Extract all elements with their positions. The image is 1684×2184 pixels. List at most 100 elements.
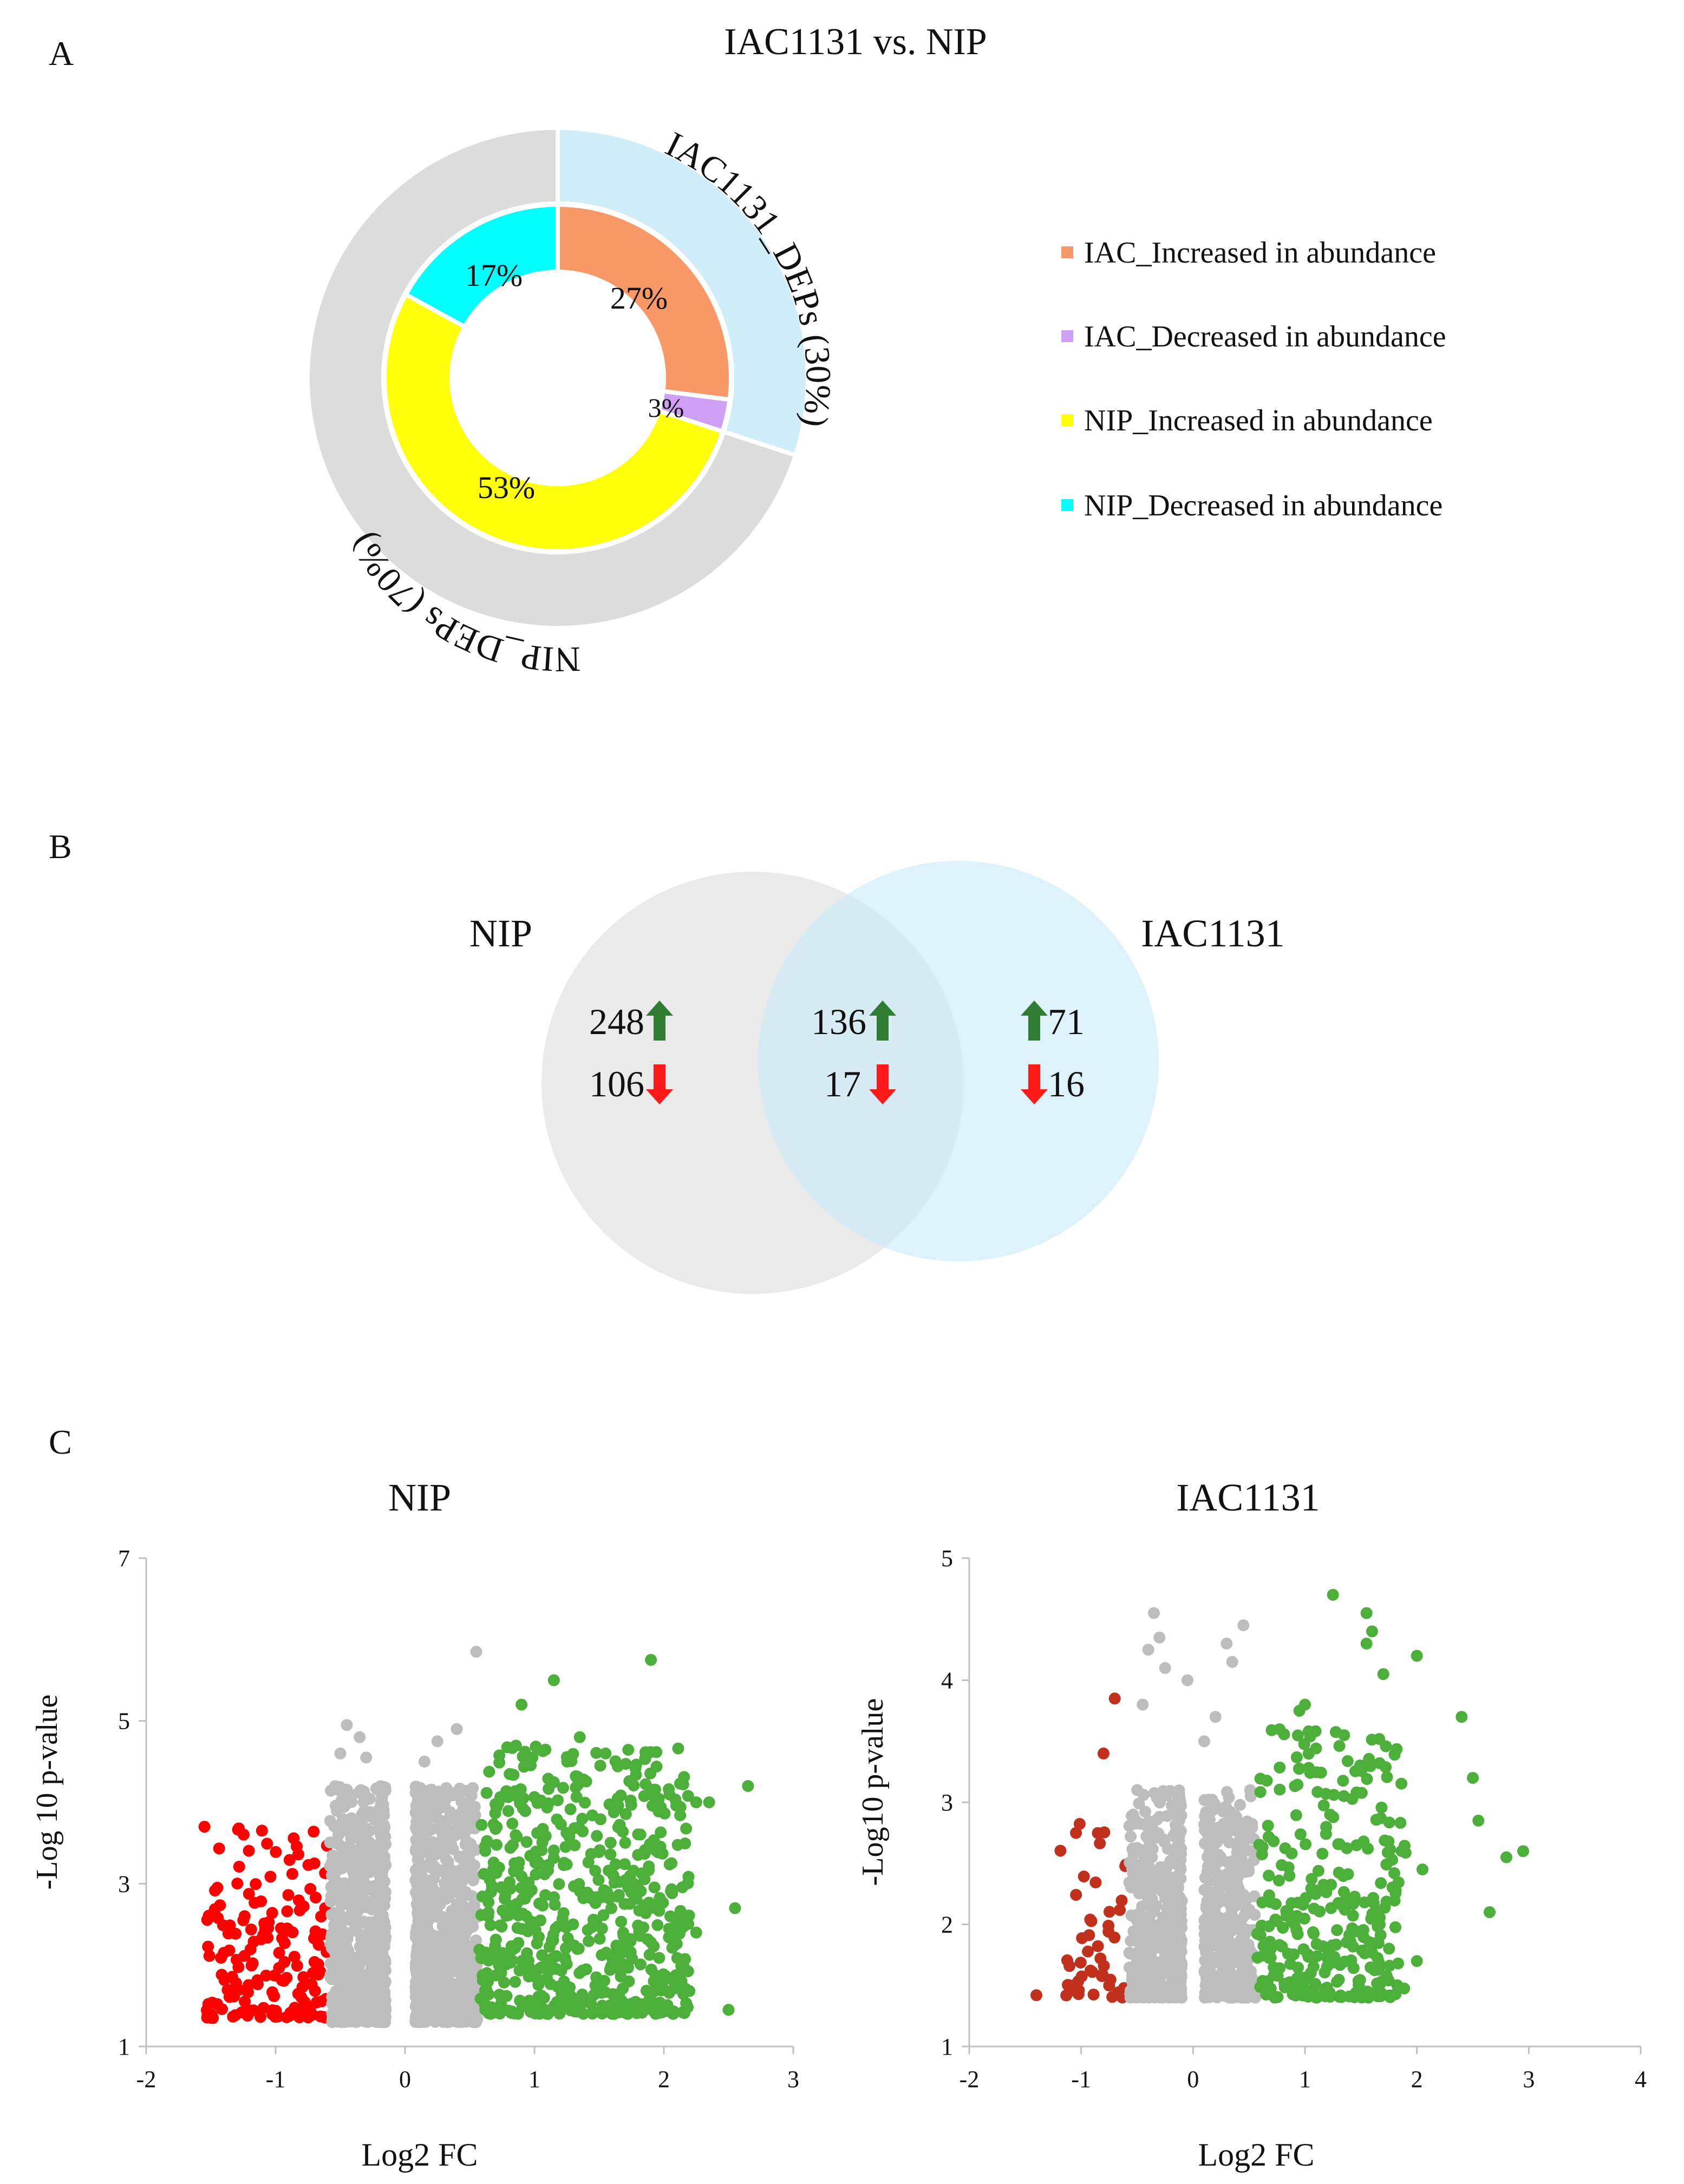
point-iac1131-increased <box>1392 1876 1405 1888</box>
legend-label-nip-increased: NIP_Increased in abundance <box>1084 404 1433 437</box>
point-iac1131-decreased <box>1082 1945 1094 1958</box>
point-iac1131-increased <box>1382 1835 1395 1848</box>
point-nip-increased <box>690 1796 702 1808</box>
point-nip-increased <box>651 1919 664 1931</box>
point-iac1131-increased <box>1372 1937 1385 1950</box>
point-iac1131-not-significant <box>1148 1872 1160 1885</box>
point-nip-increased <box>493 1989 506 2001</box>
point-nip-increased <box>489 1940 501 1952</box>
legend-label-nip-decreased: NIP_Decreased in abundance <box>1084 489 1443 522</box>
panel-b-venn-diagram: NIP IAC1131 248 106 136 17 71 16 <box>469 861 1285 1294</box>
venn-label-nip: NIP <box>469 912 532 955</box>
point-nip-decreased <box>203 1950 216 1962</box>
point-iac1131-not-significant <box>1229 1987 1241 2000</box>
point-nip-not-significant <box>372 2012 384 2025</box>
point-iac1131-not-significant <box>1158 1835 1170 1848</box>
venn-overlap-up-arrow <box>869 1001 896 1041</box>
point-iac1131-increased <box>1264 1896 1277 1908</box>
point-iac1131-decreased <box>1103 1979 1115 1992</box>
point-iac1131-not-significant <box>1150 1899 1163 1912</box>
point-nip-decreased <box>202 1940 214 1953</box>
point-iac1131-increased <box>1284 1958 1296 1970</box>
x-tick-label-nip: 1 <box>528 2066 540 2093</box>
point-nip-not-significant <box>443 1965 456 1977</box>
volcano-plot-nip: NIP Log2 FC -Log 10 p-value -2 -1 0 1 2 3 1 3 5 7 <box>30 1476 799 2173</box>
point-nip-decreased <box>239 1996 251 2008</box>
point-iac1131-decreased <box>1074 1957 1087 1969</box>
point-iac1131-increased <box>1388 1749 1401 1761</box>
inner-label-nip-increased: 53% <box>478 470 535 505</box>
point-nip-not-significant <box>411 1819 423 1831</box>
point-nip-decreased <box>315 1995 328 2008</box>
point-nip-not-significant <box>467 1874 479 1887</box>
point-nip-increased <box>619 1874 632 1886</box>
point-nip-increased <box>539 1889 552 1901</box>
point-nip-increased <box>499 1893 511 1905</box>
point-nip-not-significant <box>340 1940 353 1952</box>
point-nip-increased <box>486 1880 498 1892</box>
y-tick-label-iac1131: 4 <box>941 1668 953 1694</box>
point-nip-increased <box>593 1933 606 1945</box>
point-iac1131-increased <box>1320 1886 1333 1899</box>
point-nip-increased <box>631 2007 643 2019</box>
point-iac1131-not-significant <box>1230 1839 1242 1851</box>
point-nip-not-significant <box>460 1835 473 1847</box>
point-iac1131-decreased <box>1094 1837 1106 1849</box>
point-nip-not-significant <box>433 2014 445 2026</box>
point-nip-not-significant <box>353 1918 365 1930</box>
point-nip-not-significant <box>410 1865 423 1877</box>
point-nip-increased <box>611 1891 624 1902</box>
point-nip-increased <box>680 1822 693 1835</box>
point-nip-not-significant <box>468 1961 481 1974</box>
point-iac1131-increased <box>1293 1762 1306 1775</box>
point-nip-not-significant <box>428 1894 440 1906</box>
point-nip-increased <box>606 1988 619 2000</box>
point-iac1131-increased <box>1305 1882 1317 1894</box>
point-iac1131-decreased <box>1078 1871 1090 1882</box>
point-iac1131-decreased <box>1073 1984 1085 1997</box>
point-nip-increased <box>542 1773 554 1785</box>
point-iac1131-not-significant <box>1203 1978 1215 1991</box>
point-iac1131-increased <box>1327 1588 1339 1601</box>
point-iac1131-increased <box>1341 1842 1353 1854</box>
point-iac1131-increased <box>1327 1811 1340 1823</box>
point-nip-increased <box>556 1987 568 2000</box>
point-iac1131-increased <box>1383 1943 1395 1955</box>
point-iac1131-increased <box>1307 1984 1319 1996</box>
point-iac1131-not-significant <box>1133 1978 1145 1990</box>
venn-circle-iac1131 <box>758 861 1159 1261</box>
y-tick-label-nip: 5 <box>118 1708 130 1735</box>
y-tick-label-iac1131: 5 <box>941 1545 953 1572</box>
point-iac1131-increased <box>1302 1725 1315 1737</box>
point-nip-increased <box>475 1909 487 1921</box>
point-nip-increased <box>582 1856 595 1868</box>
point-nip-increased <box>624 1946 637 1958</box>
point-nip-increased <box>515 1870 528 1882</box>
point-iac1131-increased <box>1289 1780 1301 1793</box>
point-nip-decreased <box>282 1889 295 1901</box>
point-nip-decreased <box>283 1924 295 1937</box>
point-iac1131-increased <box>1273 1874 1285 1887</box>
point-nip-not-significant <box>324 1972 337 1984</box>
point-nip-not-significant <box>436 1920 449 1932</box>
point-nip-not-significant <box>358 1786 370 1798</box>
point-iac1131-increased <box>1380 1858 1393 1871</box>
venn-nip-down-arrow <box>646 1064 673 1104</box>
point-nip-not-significant <box>369 1959 381 1971</box>
panel-c-volcano-plots: NIP Log2 FC -Log 10 p-value -2 -1 0 1 2 3 1 3 5 7… <box>30 1476 1647 2173</box>
point-iac1131-not-significant <box>1164 1855 1177 1867</box>
point-iac1131-not-significant <box>1172 1840 1184 1852</box>
point-nip-increased <box>645 1653 657 1666</box>
point-iac1131-not-significant <box>1137 1869 1149 1882</box>
point-iac1131-increased <box>1262 1830 1275 1843</box>
point-nip-increased <box>679 1838 691 1849</box>
point-iac1131-increased <box>1261 1775 1273 1787</box>
point-iac1131-increased <box>1484 1906 1496 1918</box>
point-nip-increased <box>559 1841 572 1853</box>
point-iac1131-not-significant <box>1238 1910 1251 1922</box>
point-iac1131-increased <box>1350 1925 1363 1938</box>
point-nip-increased <box>648 2005 660 2017</box>
point-nip-not-significant <box>441 2006 454 2019</box>
point-nip-increased <box>597 1909 610 1921</box>
point-nip-increased <box>632 1881 644 1894</box>
